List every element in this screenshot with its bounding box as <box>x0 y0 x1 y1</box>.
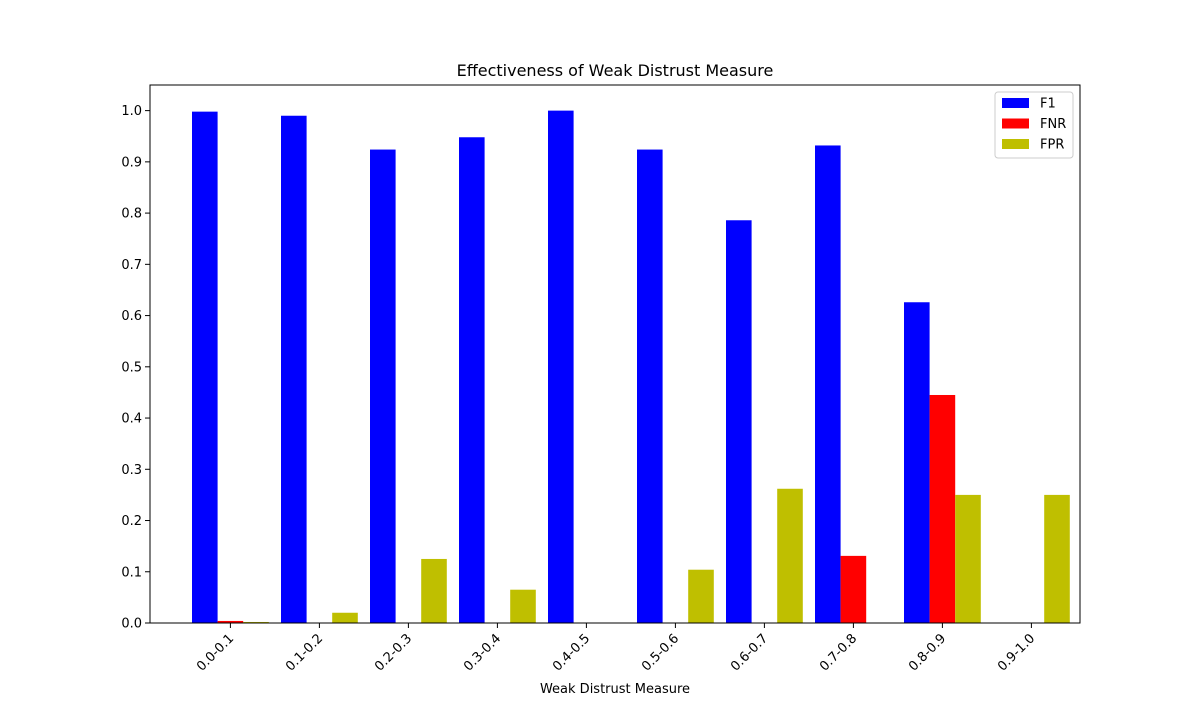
x-tick-label: 0.1-0.2 <box>283 631 326 674</box>
bar-fpr <box>243 621 269 623</box>
x-tick-label: 0.3-0.4 <box>461 631 504 674</box>
y-tick-label: 0.7 <box>121 258 142 273</box>
legend-label-f1: F1 <box>1040 97 1056 112</box>
y-tick-label: 0.0 <box>121 617 142 632</box>
legend: F1 FNR FPR <box>994 91 1074 159</box>
bar-fpr <box>1044 494 1070 623</box>
y-tick-label: 0.1 <box>121 565 142 580</box>
bar-f1 <box>281 115 307 624</box>
x-axis-label: Weak Distrust Measure <box>540 682 690 697</box>
legend-label-fpr: FPR <box>1040 138 1064 153</box>
plot-area-frame <box>149 84 1081 624</box>
y-axis: 0.0 0.1 0.2 0.3 0.4 0.5 0.6 0.7 0.8 0.9 1.0 <box>121 104 150 632</box>
x-tick-label: 0.4-0.5 <box>550 631 593 674</box>
legend-label-fnr: FNR <box>1040 117 1066 132</box>
bar-fpr <box>332 612 358 623</box>
x-tick-label: 0.0-0.1 <box>194 631 237 674</box>
bar-f1 <box>548 110 574 624</box>
bar-f1 <box>815 145 841 623</box>
x-tick-label: 0.8-0.9 <box>906 631 949 674</box>
bar-fpr <box>955 494 981 623</box>
x-tick-label: 0.9-1.0 <box>995 631 1038 674</box>
x-tick-label: 0.2-0.3 <box>372 631 415 674</box>
legend-swatch-fnr <box>1002 118 1029 129</box>
legend-swatch-f1 <box>1002 98 1029 108</box>
bar-f1 <box>904 302 930 623</box>
bar-fnr <box>840 555 867 623</box>
bar-fpr <box>777 488 803 623</box>
bar-fpr <box>510 589 536 623</box>
legend-swatch-fpr <box>1002 139 1029 149</box>
x-tick-label: 0.7-0.8 <box>817 631 860 674</box>
bar-f1 <box>726 220 752 623</box>
bar-f1 <box>637 149 663 623</box>
y-tick-label: 0.5 <box>121 360 142 375</box>
y-tick-label: 1.0 <box>121 104 142 119</box>
bars-group <box>192 110 1070 624</box>
bar-f1 <box>370 149 396 623</box>
y-tick-label: 0.4 <box>121 412 142 427</box>
bar-f1 <box>192 111 218 623</box>
y-tick-label: 0.3 <box>121 463 142 478</box>
bar-fnr <box>929 394 956 623</box>
bar-fpr <box>421 558 447 623</box>
y-tick-label: 0.9 <box>121 155 142 170</box>
chart-title: Effectiveness of Weak Distrust Measure <box>457 61 774 80</box>
y-tick-label: 0.8 <box>121 207 142 222</box>
bar-f1 <box>459 137 485 623</box>
bar-fpr <box>688 569 714 623</box>
x-axis: 0.0-0.1 0.1-0.2 0.2-0.3 0.3-0.4 0.4-0.5 0.5-0… <box>194 623 1038 674</box>
y-tick-label: 0.6 <box>121 309 142 324</box>
bar-fnr <box>217 620 244 623</box>
y-tick-label: 0.2 <box>121 514 142 529</box>
x-tick-label: 0.5-0.6 <box>639 631 682 674</box>
x-tick-label: 0.6-0.7 <box>728 631 771 674</box>
